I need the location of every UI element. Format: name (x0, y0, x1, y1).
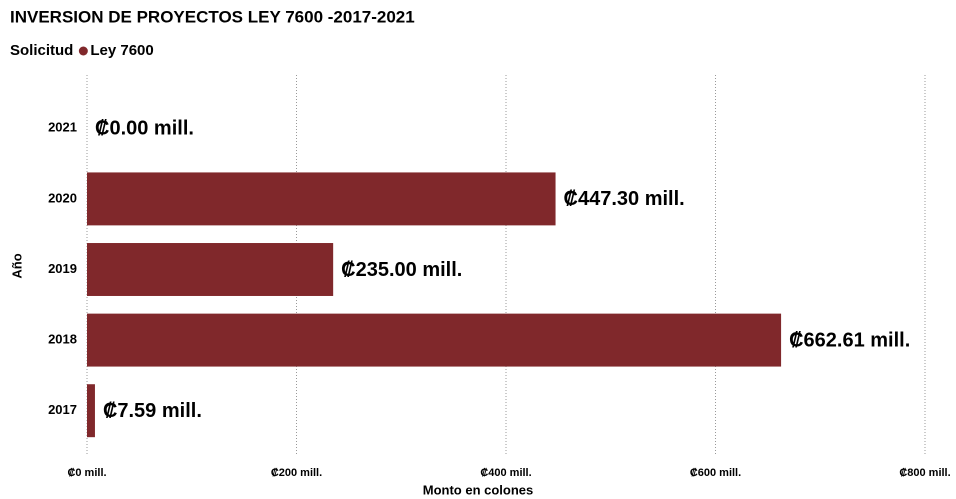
x-tick-label: ₡400 mill. (480, 467, 531, 479)
bar (87, 243, 334, 296)
y-tick-label: 2019 (48, 261, 77, 276)
legend-label: Ley 7600 (90, 42, 153, 59)
y-tick-label: 2017 (48, 402, 77, 417)
y-axis-label: Año (9, 253, 24, 278)
y-tick-label: 2018 (48, 332, 77, 347)
bar (87, 172, 556, 226)
x-tick-label: ₡600 mill. (690, 467, 741, 479)
y-tick-label: 2021 (48, 120, 77, 135)
data-label: ₡662.61 mill. (789, 329, 910, 351)
chart-title: INVERSION DE PROYECTOS LEY 7600 -2017-20… (10, 7, 415, 26)
y-tick-label: 2020 (48, 190, 77, 205)
x-tick-label: ₡800 mill. (899, 467, 950, 479)
data-label: ₡7.59 mill. (103, 400, 202, 422)
data-label: ₡447.30 mill. (564, 188, 685, 210)
data-label: ₡235.00 mill. (341, 259, 462, 281)
bar (87, 313, 782, 367)
legend-title: Solicitud (10, 42, 73, 59)
x-axis-label: Monto en colones (423, 482, 534, 497)
bar (87, 384, 95, 438)
data-label: ₡0.00 mill. (95, 118, 194, 140)
x-tick-label: ₡200 mill. (271, 467, 322, 479)
legend-marker (78, 46, 88, 56)
x-tick-label: ₡0 mill. (67, 467, 106, 479)
